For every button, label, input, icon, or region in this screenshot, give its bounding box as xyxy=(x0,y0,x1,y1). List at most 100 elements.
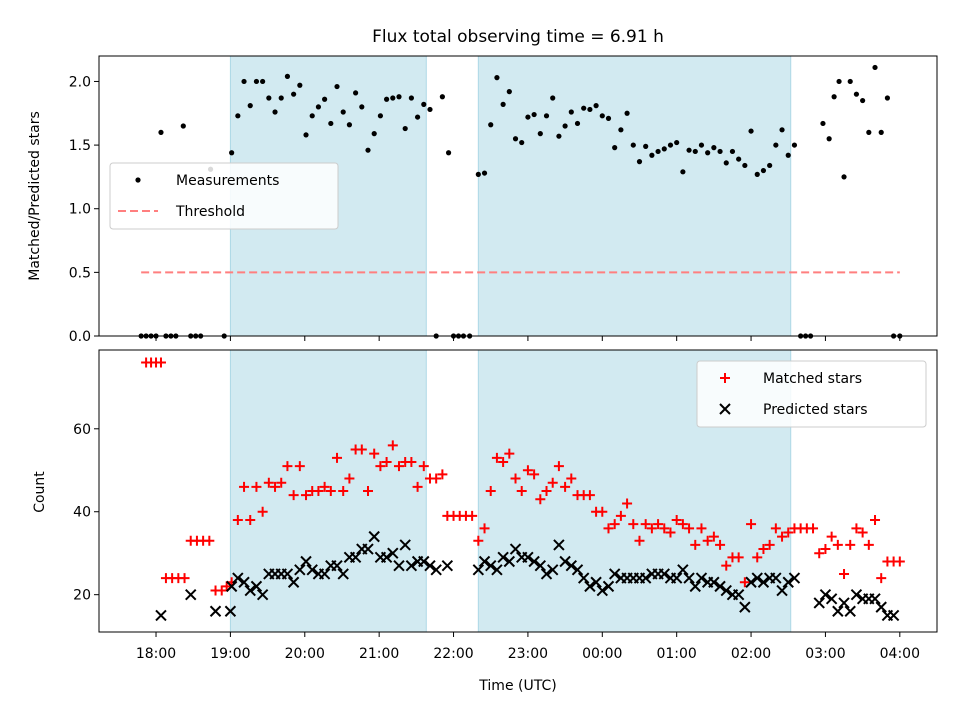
predicted-point-39 xyxy=(472,564,485,576)
predicted-point-81 xyxy=(732,588,745,601)
measurement-point-99 xyxy=(754,171,760,177)
measurement-point-101 xyxy=(767,162,773,169)
measurement-point-63 xyxy=(531,111,537,118)
measurement-point-48 xyxy=(439,94,445,100)
predicted-point-30 xyxy=(387,547,399,559)
matched-point-29 xyxy=(313,486,324,496)
predicted-point-37 xyxy=(430,564,442,576)
predicted-point-45 xyxy=(509,543,522,555)
measurement-point-62 xyxy=(525,114,531,120)
predicted-point-91 xyxy=(813,597,825,609)
predicted-point-32 xyxy=(399,539,411,551)
legend-label-0: Matched stars xyxy=(763,371,862,387)
legend: Measurements Threshold xyxy=(109,162,339,230)
matched-point-54 xyxy=(467,510,478,521)
measurement-point-43 xyxy=(408,95,414,101)
predicted-point-79 xyxy=(720,584,732,597)
measurement-point-17 xyxy=(247,103,253,109)
measurement-point-93 xyxy=(717,148,723,155)
predicted-point-31 xyxy=(393,559,405,572)
matched-point-19 xyxy=(251,481,262,492)
measurement-point-54 xyxy=(475,171,481,177)
matched-point-64 xyxy=(529,469,540,480)
matched-point-90 xyxy=(690,539,701,550)
predicted-point-59 xyxy=(596,584,609,597)
measurement-point-39 xyxy=(383,96,390,102)
predicted-point-9 xyxy=(256,588,269,601)
matched-point-92 xyxy=(702,535,713,546)
matched-point-67 xyxy=(547,477,558,488)
measurement-point-66 xyxy=(550,95,556,101)
predicted-point-33 xyxy=(405,559,418,572)
measurement-point-70 xyxy=(574,120,581,127)
measurement-point-21 xyxy=(272,109,278,115)
matched-point-58 xyxy=(491,452,502,463)
predicted-point-66 xyxy=(639,572,652,584)
x-tick-label-8: 02:00 xyxy=(731,646,771,662)
matched-point-75 xyxy=(597,506,608,517)
measurement-point-120 xyxy=(884,95,891,101)
measurement-point-61 xyxy=(519,139,525,146)
matched-point-91 xyxy=(696,523,707,534)
matched-point-123 xyxy=(894,556,905,567)
measurement-point-85 xyxy=(667,142,674,148)
matched-point-73 xyxy=(584,490,595,501)
matched-point-89 xyxy=(684,523,695,534)
matched-point-120 xyxy=(876,573,887,584)
predicted-point-7 xyxy=(244,584,256,597)
measurement-point-14 xyxy=(229,150,235,156)
matched-point-87 xyxy=(671,515,682,526)
measurement-point-37 xyxy=(371,131,377,137)
measurement-point-114 xyxy=(847,78,853,85)
predicted-point-48 xyxy=(528,555,540,568)
y-tick-label-1: 40 xyxy=(73,505,91,521)
predicted-point-41 xyxy=(485,559,497,572)
predicted-point-0 xyxy=(155,609,167,622)
measurement-point-87 xyxy=(680,169,686,175)
measurement-point-94 xyxy=(723,160,729,166)
measurement-point-35 xyxy=(359,104,365,110)
matched-point-112 xyxy=(826,531,837,542)
predicted-point-57 xyxy=(584,580,596,593)
legend-box xyxy=(696,360,927,428)
measurement-point-84 xyxy=(661,146,667,152)
legend-box xyxy=(109,162,339,230)
matched-point-94 xyxy=(715,539,726,550)
ratio-panel: 0.0 0.5 1.0 1.5 2.0 Measurements Threshold xyxy=(69,55,938,345)
matched-point-18 xyxy=(245,515,256,526)
matched-point-95 xyxy=(721,560,732,571)
measurement-point-24 xyxy=(291,91,297,97)
matched-point-60 xyxy=(504,448,515,459)
measurement-point-26 xyxy=(303,132,309,138)
legend-label-0: Measurements xyxy=(176,173,279,189)
predicted-point-97 xyxy=(850,588,863,601)
matched-point-113 xyxy=(832,539,843,550)
x-axis-label: Time (UTC) xyxy=(478,678,556,694)
predicted-point-55 xyxy=(571,564,584,576)
matched-point-117 xyxy=(857,527,868,538)
matched-point-48 xyxy=(431,473,442,484)
matched-point-24 xyxy=(282,461,293,472)
matched-point-118 xyxy=(863,539,874,550)
matched-point-98 xyxy=(739,577,750,588)
predicted-point-38 xyxy=(441,559,454,572)
matched-point-65 xyxy=(535,494,546,505)
chart-title: Flux total observing time = 6.91 h xyxy=(372,27,664,47)
predicted-point-69 xyxy=(658,568,670,580)
matched-point-23 xyxy=(276,477,287,488)
matched-point-17 xyxy=(239,481,250,492)
matched-point-115 xyxy=(845,539,856,550)
matched-point-16 xyxy=(232,515,243,526)
matched-point-103 xyxy=(770,523,781,534)
measurement-point-49 xyxy=(445,150,452,156)
measurement-point-42 xyxy=(402,125,408,132)
predicted-point-74 xyxy=(689,580,701,593)
measurement-point-4 xyxy=(158,129,164,135)
measurement-point-57 xyxy=(494,75,500,81)
measurement-point-31 xyxy=(334,83,340,90)
matched-point-57 xyxy=(485,486,496,496)
matched-point-109 xyxy=(808,523,819,534)
measurement-point-116 xyxy=(860,97,866,104)
predicted-point-14 xyxy=(287,576,300,588)
measurement-point-112 xyxy=(836,78,842,85)
